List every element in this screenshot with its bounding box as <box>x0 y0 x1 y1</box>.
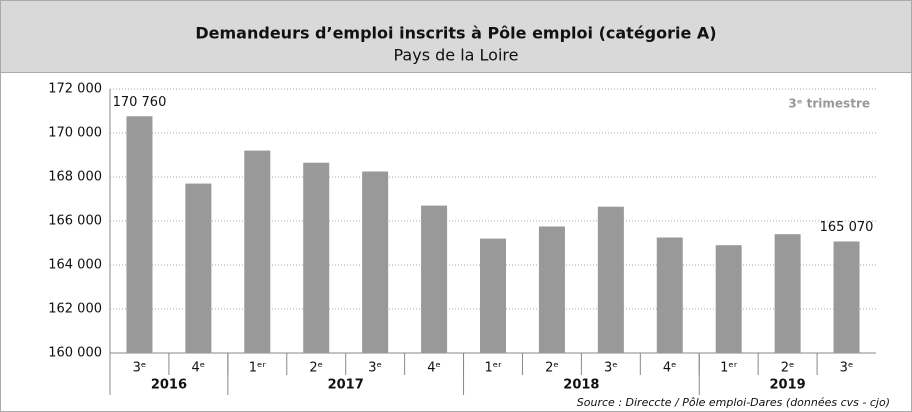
group-label: 2018 <box>563 378 599 393</box>
bar <box>421 205 448 353</box>
bar <box>538 226 565 353</box>
bar <box>833 241 860 353</box>
group-label: 2017 <box>328 378 364 393</box>
value-label: 165 070 <box>820 220 874 235</box>
y-tick-label: 170 000 <box>48 126 102 141</box>
bar <box>656 237 683 353</box>
y-tick-label: 166 000 <box>48 214 102 229</box>
y-tick-label: 162 000 <box>48 302 102 317</box>
x-tick-label: 1ᵉʳ <box>484 361 502 376</box>
y-tick-label: 160 000 <box>48 346 102 361</box>
chart-subtitle: Pays de la Loire <box>394 46 519 65</box>
bar <box>185 183 212 353</box>
x-tick-label: 1ᵉʳ <box>249 361 267 376</box>
bar <box>362 171 389 353</box>
x-tick-label: 4ᵉ <box>427 361 441 376</box>
title-box <box>0 0 912 73</box>
x-tick-label: 4ᵉ <box>663 361 677 376</box>
value-label: 170 760 <box>113 95 167 110</box>
x-tick-label: 2ᵉ <box>309 361 323 376</box>
source: Source : Direccte / Pôle emploi-Dares (d… <box>577 396 890 409</box>
bar <box>126 116 153 353</box>
bar <box>597 206 624 353</box>
x-tick-label: 3ᵉ <box>840 361 854 376</box>
x-tick-label: 2ᵉ <box>781 361 795 376</box>
y-tick-label: 164 000 <box>48 258 102 273</box>
bar <box>244 150 271 353</box>
x-tick-label: 3ᵉ <box>604 361 618 376</box>
bar <box>715 245 742 353</box>
bar <box>480 238 506 353</box>
y-tick-label: 168 000 <box>48 170 102 185</box>
x-tick-label: 3ᵉ <box>368 361 382 376</box>
bar <box>774 234 801 353</box>
x-tick-label: 1ᵉʳ <box>720 361 738 376</box>
group-label: 2016 <box>151 378 187 393</box>
chart-title: Demandeurs d’emploi inscrits à Pôle empl… <box>195 24 716 43</box>
x-tick-label: 3ᵉ <box>133 361 147 376</box>
group-label: 2019 <box>770 378 806 393</box>
annotation: 3ᵉ trimestre <box>788 97 870 111</box>
x-tick-label: 4ᵉ <box>192 361 206 376</box>
x-tick-label: 2ᵉ <box>545 361 559 376</box>
bar <box>303 162 330 353</box>
y-tick-label: 172 000 <box>48 82 102 97</box>
